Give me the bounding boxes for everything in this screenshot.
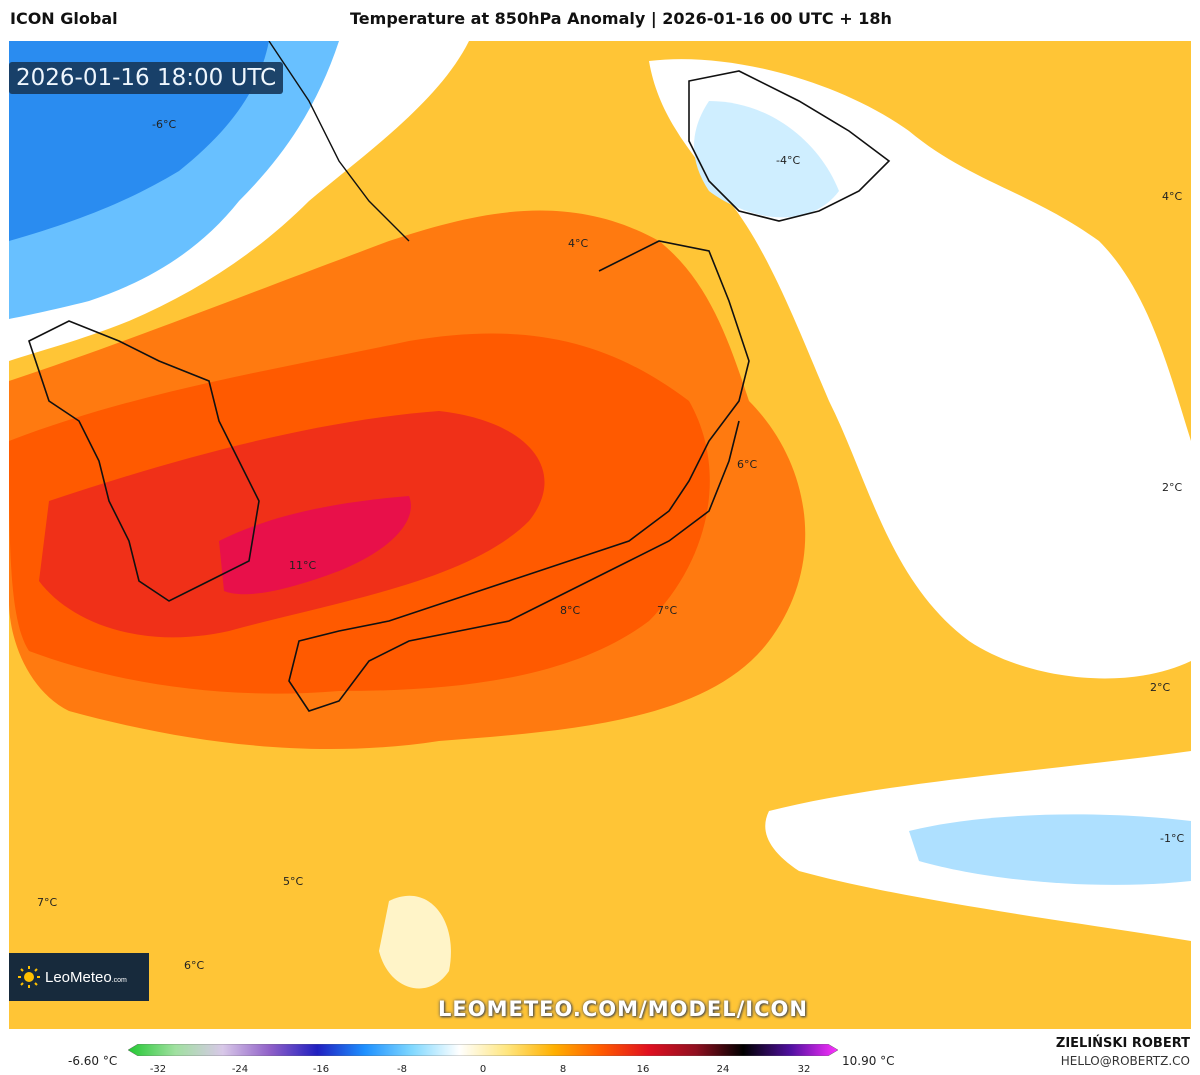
scale-tick: -16 [312,1064,330,1075]
logo-text: LeoMeteo.com [45,968,127,986]
scale-tick: 16 [636,1064,650,1075]
japan-coastline [288,240,750,712]
map-temp-label: 8°C [560,604,581,617]
scale-tick: 0 [479,1064,487,1075]
map-title: Temperature at 850hPa Anomaly | 2026-01-… [350,9,892,28]
scale-tick: -32 [149,1064,167,1075]
map-temp-label: 6°C [184,959,205,972]
scale-tick: 32 [797,1064,811,1075]
color-scale [128,1044,838,1056]
scale-tick: 8 [559,1064,567,1075]
scale-tick: 24 [716,1064,730,1075]
scale-tick: -8 [397,1064,407,1075]
map-temp-label: -6°C [152,118,177,131]
anomaly-map [9,41,1191,1029]
map-temp-label: 4°C [568,237,589,250]
model-name: ICON Global [10,9,118,28]
author-email[interactable]: HELLO@ROBERTZ.CO [1060,1054,1190,1068]
map-temp-label: 4°C [1162,190,1183,203]
hokkaido-coastline [688,70,891,222]
map-temp-label: -1°C [1160,832,1185,845]
south-pale-zone [379,895,451,989]
author-name: ZIELIŃSKI ROBERT [1055,1036,1190,1051]
watermark-url: LEOMETEO.COM/MODEL/ICON [438,997,808,1021]
map-temp-label: 6°C [737,458,758,471]
hokkaido-cold [694,101,839,218]
map-temp-label: 5°C [283,875,304,888]
map-temp-label: -4°C [776,154,801,167]
korea-coastline [28,320,260,602]
map-temp-label: 7°C [37,896,58,909]
max-anomaly-zone [219,496,411,595]
map-temp-label: 2°C [1150,681,1171,694]
legend-min-value: -6.60 °C [68,1054,118,1068]
leometeo-logo[interactable]: LeoMeteo.com [9,953,149,1001]
temperature-field [9,41,1191,1029]
map-temp-label: 2°C [1162,481,1183,494]
scale-tick: -24 [231,1064,249,1075]
sun-icon [18,966,40,988]
russia-coastline [268,41,410,242]
map-temp-label: 11°C [289,559,317,572]
southeast-cold [909,814,1191,885]
legend-max-value: 10.90 °C [842,1054,895,1068]
map-temp-label: 7°C [657,604,678,617]
valid-time-badge: 2026-01-16 18:00 UTC [9,62,284,94]
